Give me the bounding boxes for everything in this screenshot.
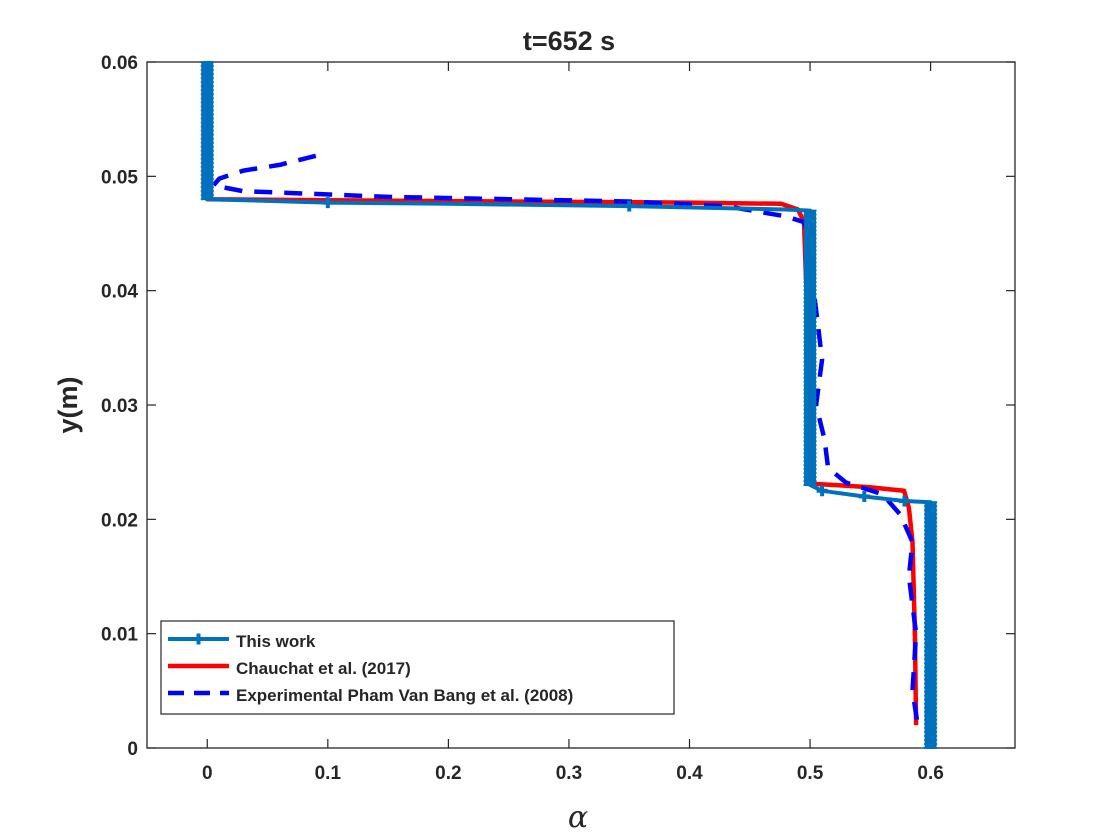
this-work-marker	[816, 485, 828, 497]
legend-label-chauchat: Chauchat et al. (2017)	[236, 659, 411, 678]
y-tick-label: 0.04	[101, 282, 138, 303]
x-tick-label: 0.5	[797, 763, 824, 784]
this-work-marker	[322, 197, 334, 209]
axis-ticks: 0 0.1 0.2 0.3 0.4 0.5 0.6 0 0.01 0.02 0.03 0.04 0.05…	[101, 53, 1015, 784]
x-tick-label: 0.3	[556, 763, 582, 784]
legend: This work Chauchat et al. (2017) Experim…	[160, 620, 675, 715]
x-axis-label: α	[568, 800, 588, 835]
x-tick-label: 0.6	[917, 763, 943, 784]
y-tick-label: 0.01	[101, 625, 138, 646]
y-tick-label: 0.05	[101, 167, 138, 188]
y-tick-label: 0	[127, 739, 138, 760]
this-work-marker	[898, 495, 910, 507]
y-axis-label: y(m)	[53, 376, 83, 433]
y-tick-label: 0.03	[101, 396, 138, 417]
legend-marker-this-work	[193, 633, 204, 645]
data-lines	[200, 61, 938, 749]
this-work-marker	[623, 200, 635, 212]
y-tick-label: 0.02	[101, 510, 138, 531]
chart-title: t=652 s	[523, 26, 615, 56]
x-tick-label: 0.1	[315, 763, 342, 784]
legend-box	[160, 620, 675, 715]
legend-label-experimental: Experimental Pham Van Bang et al. (2008)	[236, 686, 573, 705]
this-work-marker	[858, 490, 870, 502]
x-tick-label: 0	[202, 763, 213, 784]
legend-label-this-work: This work	[236, 632, 316, 651]
x-tick-label: 0.4	[676, 763, 703, 784]
y-tick-label: 0.06	[101, 53, 138, 74]
x-tick-label: 0.2	[435, 763, 461, 784]
legend-samples	[168, 633, 229, 696]
